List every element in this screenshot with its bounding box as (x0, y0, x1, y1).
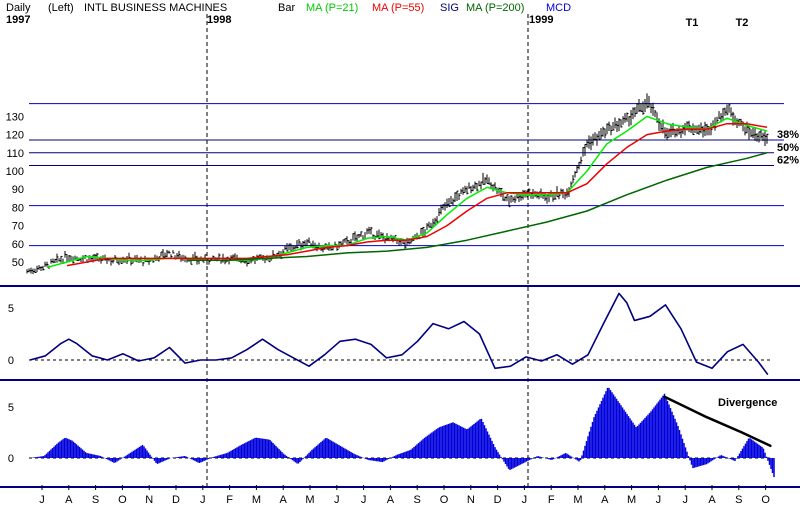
divergence-line (663, 395, 772, 448)
oscillator-tick-label: 0 (8, 355, 14, 367)
fib-level-label: 38% (777, 129, 799, 141)
sig-legend: SIG (440, 2, 459, 14)
price-tick-label: 90 (12, 184, 24, 196)
peak-annotation: T2 (736, 17, 749, 29)
month-label: N (145, 494, 153, 506)
peak-annotation: T1 (686, 17, 699, 29)
price-tick-label: 50 (12, 257, 24, 269)
year-label-1999: 1999 (529, 14, 553, 26)
fib-level-label: 50% (777, 142, 799, 154)
oscillator-tick-label: 5 (8, 303, 14, 315)
macd-tick-label: 5 (8, 402, 14, 414)
month-label: M (573, 494, 582, 506)
sig-oscillator-panel: 05 (0, 292, 800, 381)
month-label: A (387, 494, 395, 506)
month-label: F (226, 494, 233, 506)
month-label: D (494, 494, 502, 506)
fib-level-label: 62% (777, 155, 799, 167)
sig-line (29, 292, 769, 376)
ma200-legend: MA (P=200) (466, 2, 524, 14)
period-label: Daily (6, 2, 31, 14)
month-label: O (440, 494, 449, 506)
year-label-1998: 1998 (207, 14, 231, 26)
month-label: O (118, 494, 127, 506)
month-label: J (200, 494, 206, 506)
month-label: S (92, 494, 99, 506)
price-tick-label: 100 (6, 166, 24, 178)
month-label: S (735, 494, 742, 506)
month-label: N (467, 494, 475, 506)
month-label: A (280, 494, 288, 506)
month-label: M (305, 494, 314, 506)
price-tick-label: 130 (6, 111, 24, 123)
month-label: A (601, 494, 609, 506)
month-label: M (627, 494, 636, 506)
price-tick-label: 60 (12, 239, 24, 251)
month-label: J (361, 494, 367, 506)
ma55-line (66, 122, 768, 267)
month-label: O (761, 494, 770, 506)
bar-label: Bar (278, 2, 295, 14)
month-label: J (334, 494, 340, 506)
mcd-legend: MCD (546, 2, 571, 14)
price-tick-label: 120 (6, 130, 24, 142)
symbol-label: INTL BUSINESS MACHINES (84, 2, 227, 14)
chart-header: Daily (Left) INTL BUSINESS MACHINES Bar … (6, 2, 571, 14)
month-label: D (172, 494, 180, 506)
ma200-line (187, 152, 768, 261)
month-label: J (522, 494, 528, 506)
divergence-label: Divergence (718, 397, 777, 409)
year-label-1997: 1997 (6, 14, 30, 26)
month-label: S (414, 494, 421, 506)
month-label: A (708, 494, 716, 506)
month-label: J (682, 494, 688, 506)
month-label: A (65, 494, 73, 506)
month-label: J (656, 494, 662, 506)
mcd-histogram-panel: 0 5 Divergence (0, 387, 800, 488)
price-tick-label: 70 (12, 221, 24, 233)
scale-label: (Left) (48, 2, 74, 14)
price-bars (26, 93, 769, 275)
price-tick-label: 110 (6, 148, 24, 160)
macd-tick-label: 0 (8, 453, 14, 465)
price-tick-label: 80 (12, 202, 24, 214)
ma55-legend: MA (P=55) (372, 2, 424, 14)
month-label: M (252, 494, 261, 506)
month-label: F (548, 494, 555, 506)
ma21-legend: MA (P=21) (306, 2, 358, 14)
month-label: J (39, 494, 45, 506)
mcd-histogram (30, 387, 775, 478)
